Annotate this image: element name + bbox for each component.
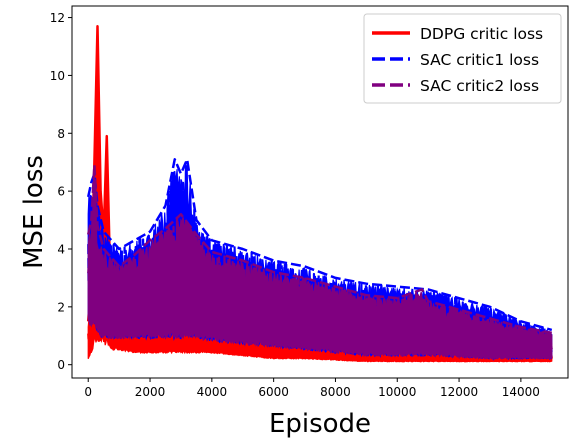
- legend: DDPG critic loss SAC critic1 loss SAC cr…: [363, 13, 562, 104]
- y-tick-label: 8: [57, 127, 65, 141]
- legend-box: [363, 13, 562, 104]
- y-tick-label: 10: [50, 69, 65, 83]
- series-layer: [86, 25, 553, 363]
- plot-frame: [71, 5, 569, 379]
- legend-label-sac2: SAC critic2 loss: [420, 77, 539, 95]
- x-tick-label: 4000: [197, 385, 228, 399]
- x-tick-label: 10000: [378, 385, 416, 399]
- x-tick-label: 6000: [258, 385, 289, 399]
- y-tick-label: 0: [57, 358, 65, 372]
- y-axis-label: MSE loss: [19, 155, 49, 269]
- series-peak-outline: [86, 158, 553, 332]
- y-tick-label: 4: [57, 242, 65, 256]
- y-tick-label: 6: [57, 185, 65, 199]
- x-tick-label: 8000: [320, 385, 351, 399]
- legend-label-ddpg: DDPG critic loss: [420, 25, 543, 43]
- series-sac-critic2-loss: [86, 163, 553, 361]
- x-axis-label: Episode: [269, 409, 371, 439]
- series-envelope: [87, 174, 553, 361]
- y-tick-label: 2: [57, 300, 65, 314]
- y-tick-label: 12: [50, 11, 65, 25]
- series-peak-outline: [86, 163, 553, 335]
- legend-label-sac1: SAC critic1 loss: [420, 51, 539, 69]
- x-tick-label: 12000: [440, 385, 478, 399]
- ticks-layer: 0 2000 4000 6000 8000 10000 12000 14000 0 2 4 6 8 10 1…: [50, 11, 540, 399]
- series-line: [87, 179, 553, 354]
- x-tick-label: 2000: [135, 385, 166, 399]
- x-tick-label: 0: [84, 385, 92, 399]
- x-tick-label: 14000: [502, 385, 540, 399]
